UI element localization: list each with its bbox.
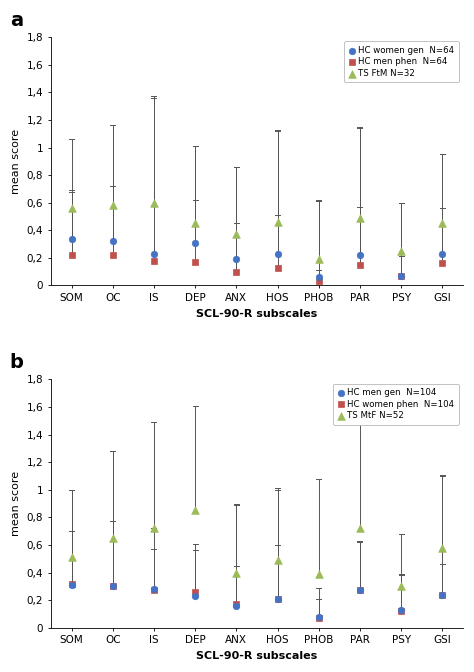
Point [68,578,75,589]
X-axis label: SCL-90-R subscales: SCL-90-R subscales [196,308,318,319]
Point [438,589,446,600]
Point [68,203,75,214]
Point [397,604,405,615]
Point [273,593,281,604]
Point [109,250,117,261]
Point [191,505,199,516]
Point [273,593,281,604]
Text: b: b [10,353,24,372]
Point [397,581,405,591]
Point [68,233,75,244]
Point [315,271,322,282]
Legend: HC women gen  N=64, HC men phen  N=64, TS FtM N=32: HC women gen N=64, HC men phen N=64, TS … [345,42,458,82]
Point [150,249,158,259]
Point [150,198,158,208]
Point [109,581,117,591]
Point [397,605,405,616]
Point [397,245,405,256]
Point [397,270,405,281]
Point [191,591,199,601]
Point [68,250,75,261]
Point [233,567,240,578]
Point [109,200,117,211]
Point [438,589,446,600]
Y-axis label: mean score: mean score [11,129,21,194]
Point [191,218,199,228]
Point [191,587,199,597]
Point [191,257,199,267]
Point [150,584,158,595]
Point [233,600,240,611]
Legend: HC men gen  N=104, HC women phen  N=104, TS MtF N=52: HC men gen N=104, HC women phen N=104, T… [333,384,458,425]
Point [397,270,405,281]
Point [109,581,117,591]
X-axis label: SCL-90-R subscales: SCL-90-R subscales [196,651,318,661]
Point [356,523,364,534]
Point [438,218,446,228]
Point [273,554,281,565]
Point [438,249,446,259]
Point [233,599,240,610]
Text: a: a [10,11,23,30]
Point [315,613,322,624]
Point [191,237,199,248]
Point [233,266,240,277]
Point [233,229,240,240]
Point [356,212,364,223]
Point [68,579,75,590]
Point [315,254,322,265]
Point [68,552,75,562]
Point [109,236,117,247]
Point [356,585,364,596]
Point [109,533,117,544]
Point [150,523,158,534]
Point [356,250,364,261]
Y-axis label: mean score: mean score [11,471,21,536]
Point [315,612,322,622]
Point [438,542,446,553]
Point [356,585,364,596]
Point [273,249,281,259]
Point [315,569,322,579]
Point [150,255,158,266]
Point [438,258,446,269]
Point [150,585,158,596]
Point [273,262,281,273]
Point [356,259,364,270]
Point [273,216,281,227]
Point [315,276,322,287]
Point [233,254,240,265]
